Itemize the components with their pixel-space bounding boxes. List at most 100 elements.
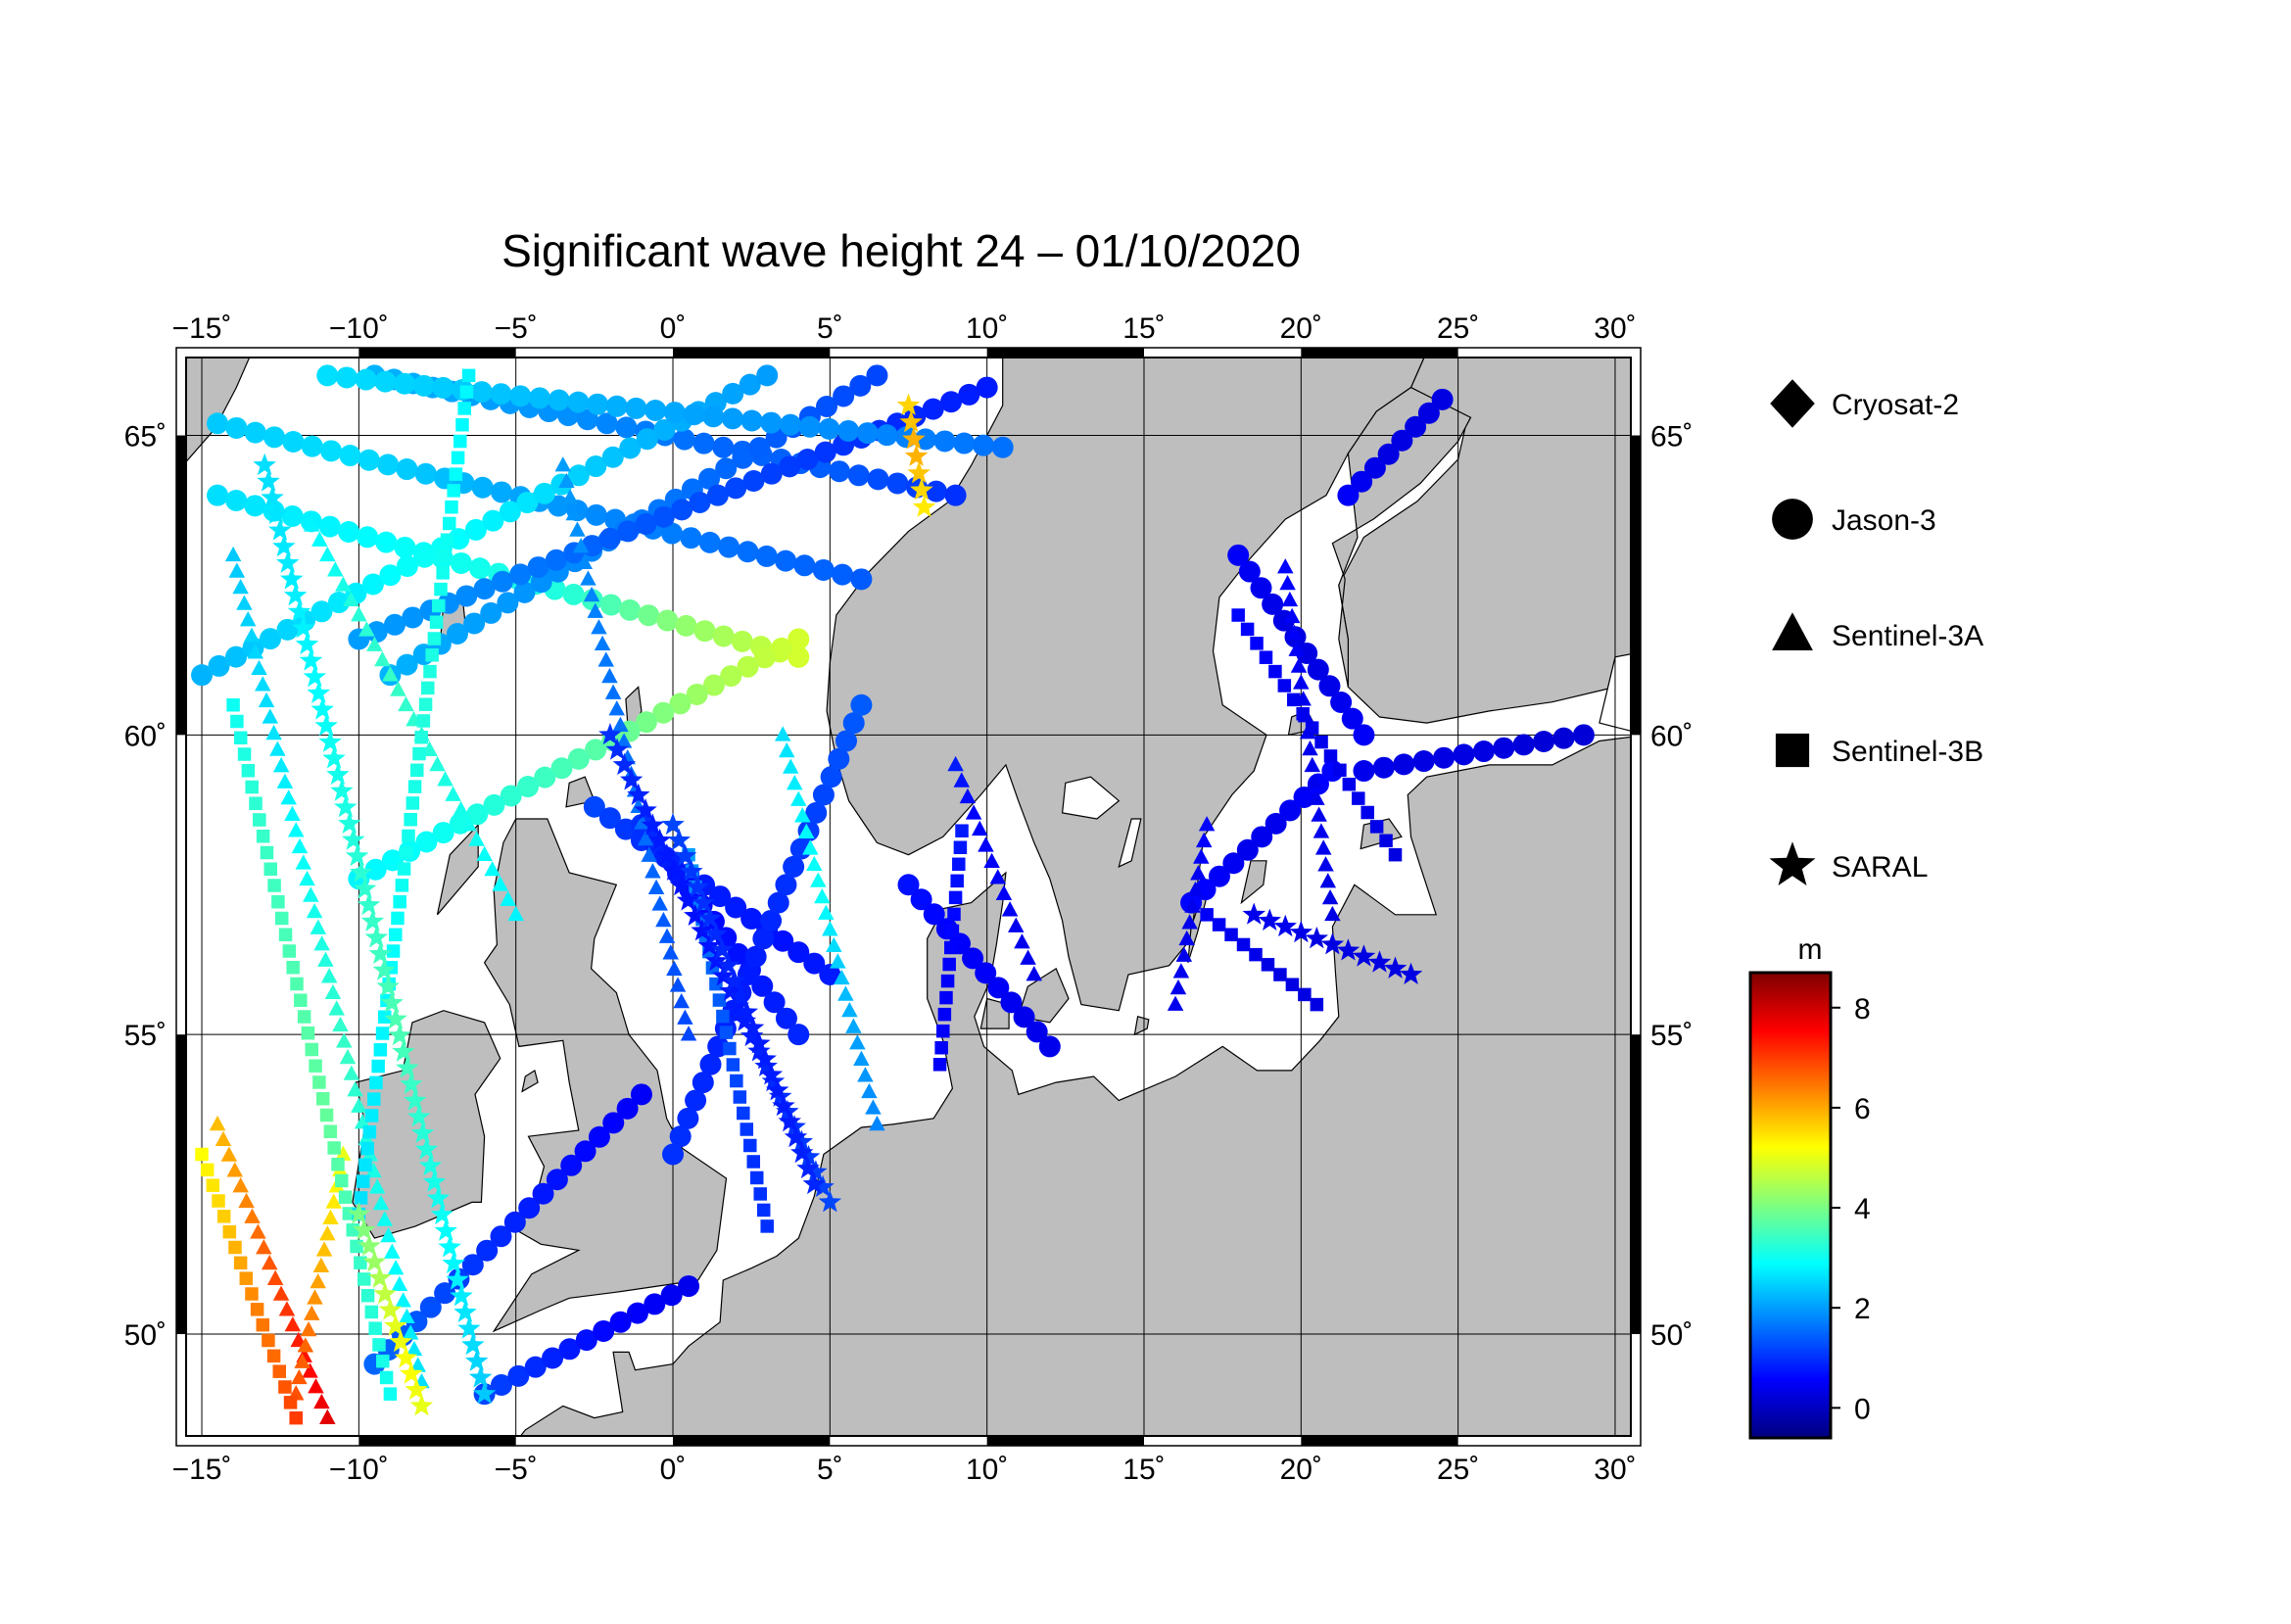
observation-marker <box>760 462 783 485</box>
observation-marker <box>837 419 860 442</box>
observation-marker <box>247 644 263 659</box>
observation-marker <box>683 404 705 426</box>
observation-marker <box>1261 958 1275 972</box>
observation-marker <box>499 501 521 523</box>
observation-marker <box>1512 734 1535 756</box>
lon-tick-label-bottom: −10˚ <box>329 1454 389 1486</box>
observation-marker <box>524 1356 547 1378</box>
observation-marker <box>396 653 418 676</box>
observation-marker <box>1379 834 1393 848</box>
observation-marker <box>1175 946 1193 962</box>
track-sentinel-3b <box>1231 608 1403 862</box>
observation-marker <box>1317 856 1334 872</box>
observation-marker <box>491 570 513 593</box>
observation-marker <box>936 1024 950 1038</box>
observation-marker <box>869 1115 885 1131</box>
observation-marker <box>332 1016 349 1032</box>
observation-marker <box>712 964 736 986</box>
observation-marker <box>1305 721 1319 735</box>
observation-marker <box>978 836 994 852</box>
observation-marker <box>476 845 493 861</box>
observation-marker <box>278 1380 292 1394</box>
observation-marker <box>261 1254 278 1270</box>
observation-marker <box>312 1257 330 1272</box>
observation-marker <box>445 500 458 514</box>
observation-marker <box>1309 789 1325 805</box>
observation-marker <box>391 911 405 926</box>
observation-marker <box>299 648 323 671</box>
observation-marker <box>625 397 647 419</box>
observation-marker <box>276 618 299 641</box>
observation-marker <box>425 648 439 662</box>
observation-marker <box>953 432 976 454</box>
observation-marker <box>335 576 352 592</box>
observation-marker <box>276 773 294 788</box>
observation-marker <box>326 762 350 786</box>
observation-marker <box>387 1260 405 1275</box>
observation-marker <box>1178 930 1195 946</box>
observation-marker <box>609 1311 632 1333</box>
observation-marker <box>1310 997 1324 1012</box>
observation-marker <box>287 822 305 837</box>
observation-marker <box>907 460 931 484</box>
observation-marker <box>925 480 947 502</box>
observation-marker <box>225 645 248 668</box>
observation-marker <box>850 568 873 591</box>
observation-marker <box>975 962 997 984</box>
observation-marker <box>459 385 474 399</box>
observation-marker <box>796 448 819 470</box>
sweden-norway-land <box>826 358 1425 1012</box>
observation-marker <box>753 646 776 669</box>
observation-marker <box>740 1024 764 1047</box>
observation-marker <box>400 845 413 860</box>
observation-marker <box>950 874 964 888</box>
observation-marker <box>1259 650 1273 664</box>
observation-marker <box>399 1308 415 1324</box>
observation-marker <box>400 1072 423 1095</box>
lon-tick-label-bottom: −15˚ <box>172 1454 232 1486</box>
observation-marker <box>653 418 676 441</box>
observation-marker <box>396 458 418 481</box>
observation-marker <box>308 1378 324 1394</box>
observation-marker <box>932 1058 947 1072</box>
observation-marker <box>280 567 304 590</box>
observation-marker <box>382 666 399 682</box>
observation-marker <box>357 526 379 549</box>
observation-marker <box>245 780 259 794</box>
observation-marker <box>972 820 988 836</box>
observation-marker <box>784 1124 808 1148</box>
observation-marker <box>471 476 494 499</box>
observation-marker <box>615 416 638 439</box>
observation-marker <box>315 1241 333 1257</box>
observation-marker <box>796 1156 820 1179</box>
observation-marker <box>1250 577 1272 599</box>
observation-marker <box>330 779 354 801</box>
observation-marker <box>1212 918 1226 931</box>
observation-marker <box>263 426 286 449</box>
observation-marker <box>750 1170 764 1185</box>
observation-marker <box>677 1009 693 1025</box>
observation-marker <box>832 563 854 586</box>
observation-marker <box>739 373 761 396</box>
observation-marker <box>1341 707 1363 730</box>
observation-marker <box>759 1063 784 1085</box>
observation-marker <box>842 712 865 735</box>
observation-marker <box>1268 664 1282 679</box>
observation-marker <box>491 481 513 503</box>
observation-marker <box>693 620 716 643</box>
observation-marker <box>940 974 955 988</box>
observation-marker <box>380 990 404 1013</box>
observation-marker <box>476 1239 499 1262</box>
observation-marker <box>942 957 956 972</box>
observation-marker <box>1038 1035 1061 1058</box>
observation-marker <box>955 824 969 837</box>
observation-marker <box>320 968 338 983</box>
observation-marker <box>1187 881 1204 897</box>
observation-marker <box>1293 674 1310 690</box>
observation-marker <box>834 969 850 985</box>
observation-marker <box>583 586 600 602</box>
observation-marker <box>615 733 633 748</box>
observation-marker <box>453 1300 477 1322</box>
observation-marker <box>212 1194 225 1208</box>
observation-marker <box>272 757 290 773</box>
